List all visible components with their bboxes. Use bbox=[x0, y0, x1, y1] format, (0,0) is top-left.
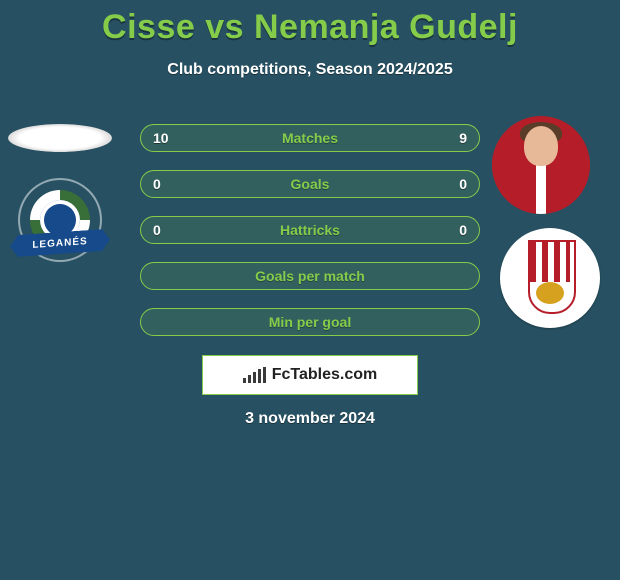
date-line: 3 november 2024 bbox=[0, 410, 620, 428]
head-shape bbox=[524, 126, 558, 166]
stat-left-value: 0 bbox=[153, 176, 161, 192]
stat-label: Goals bbox=[291, 176, 330, 192]
stat-row-hattricks: 0 Hattricks 0 bbox=[140, 216, 480, 244]
stat-left-value: 0 bbox=[153, 222, 161, 238]
stat-row-goals-per-match: Goals per match bbox=[140, 262, 480, 290]
brand-watermark: FcTables.com bbox=[202, 355, 418, 395]
brand-text: FcTables.com bbox=[272, 366, 378, 384]
stat-row-matches: 10 Matches 9 bbox=[140, 124, 480, 152]
bar-chart-icon bbox=[243, 367, 266, 383]
club-crest-right bbox=[500, 228, 600, 328]
stat-label: Min per goal bbox=[269, 314, 351, 330]
player-avatar-left bbox=[8, 124, 112, 152]
stat-right-value: 9 bbox=[459, 130, 467, 146]
stat-right-value: 0 bbox=[459, 176, 467, 192]
stat-left-value: 10 bbox=[153, 130, 169, 146]
stat-right-value: 0 bbox=[459, 222, 467, 238]
player-avatar-right bbox=[492, 116, 590, 214]
club-crest-right-badge bbox=[536, 282, 564, 304]
stat-row-goals: 0 Goals 0 bbox=[140, 170, 480, 198]
stat-row-min-per-goal: Min per goal bbox=[140, 308, 480, 336]
page-title: Cisse vs Nemanja Gudelj bbox=[0, 0, 620, 47]
stat-label: Hattricks bbox=[280, 222, 340, 238]
stat-label: Matches bbox=[282, 130, 338, 146]
stats-panel: 10 Matches 9 0 Goals 0 0 Hattricks 0 Goa… bbox=[140, 124, 480, 354]
page-subtitle: Club competitions, Season 2024/2025 bbox=[0, 61, 620, 79]
stat-label: Goals per match bbox=[255, 268, 365, 284]
